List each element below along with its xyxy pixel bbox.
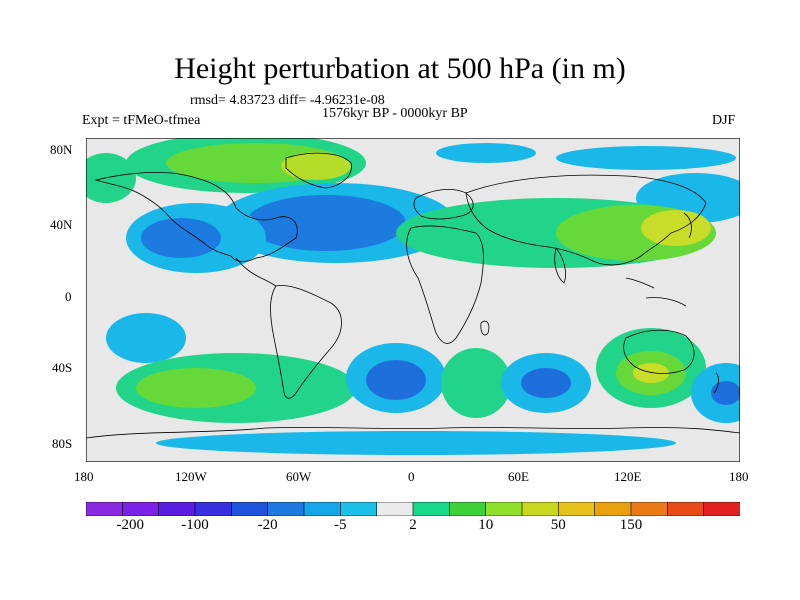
lon-label-0: 0 <box>408 469 415 484</box>
colorbar-swatch <box>630 502 669 516</box>
contour-fill <box>86 138 740 455</box>
season-label: DJF <box>712 113 736 128</box>
lat-label-80s: 80S <box>52 436 73 451</box>
colorbar-label: -200 <box>116 517 145 533</box>
lon-label-60w: 60W <box>286 469 312 484</box>
colorbar-label: 10 <box>478 517 494 533</box>
colorbar-swatch <box>231 502 269 516</box>
coastlines <box>86 152 740 439</box>
lat-label-0: 0 <box>65 289 72 304</box>
colorbar-label: -100 <box>181 517 209 533</box>
colorbar-swatch <box>122 502 160 516</box>
stats-text: rmsd= 4.83723 diff= -4.96231e-08 <box>190 93 385 108</box>
lon-label-60e: 60E <box>508 469 529 484</box>
colorbar-swatch <box>449 502 487 516</box>
colorbar <box>86 502 740 516</box>
colorbar-swatch <box>303 502 342 516</box>
lat-label-40n: 40N <box>50 217 73 232</box>
period-text: 1576kyr BP - 0000kyr BP <box>322 106 468 121</box>
colorbar-swatch <box>267 502 305 516</box>
world-map <box>86 138 740 462</box>
colorbar-swatch <box>558 502 596 516</box>
colorbar-swatch <box>485 502 523 516</box>
colorbar-label: 150 <box>619 517 643 533</box>
colorbar-swatch <box>703 502 740 516</box>
lat-label-80n: 80N <box>50 142 73 157</box>
colorbar-swatch <box>376 502 414 516</box>
colorbar-label: -20 <box>257 517 278 533</box>
colorbar-swatch <box>86 502 124 516</box>
colorbar-swatch <box>412 502 451 516</box>
lat-label-40s: 40S <box>52 360 73 375</box>
colorbar-swatch <box>667 502 705 516</box>
colorbar-label: 50 <box>550 517 566 533</box>
lon-label-180w: 180 <box>74 469 94 484</box>
colorbar-swatch <box>158 502 196 516</box>
experiment-label: Expt = tFMeO-tfmea <box>82 113 201 128</box>
colorbar-swatch <box>340 502 378 516</box>
lon-label-120w: 120W <box>175 469 207 484</box>
colorbar-swatch <box>194 502 233 516</box>
lon-label-180e: 180 <box>729 469 749 484</box>
colorbar-swatch <box>521 502 560 516</box>
colorbar-label: 2 <box>409 517 417 533</box>
lon-label-120e: 120E <box>614 469 642 484</box>
map-title: Height perturbation at 500 hPa (in m) <box>174 52 626 85</box>
colorbar-swatch <box>594 502 632 516</box>
colorbar-label: -5 <box>334 517 347 533</box>
